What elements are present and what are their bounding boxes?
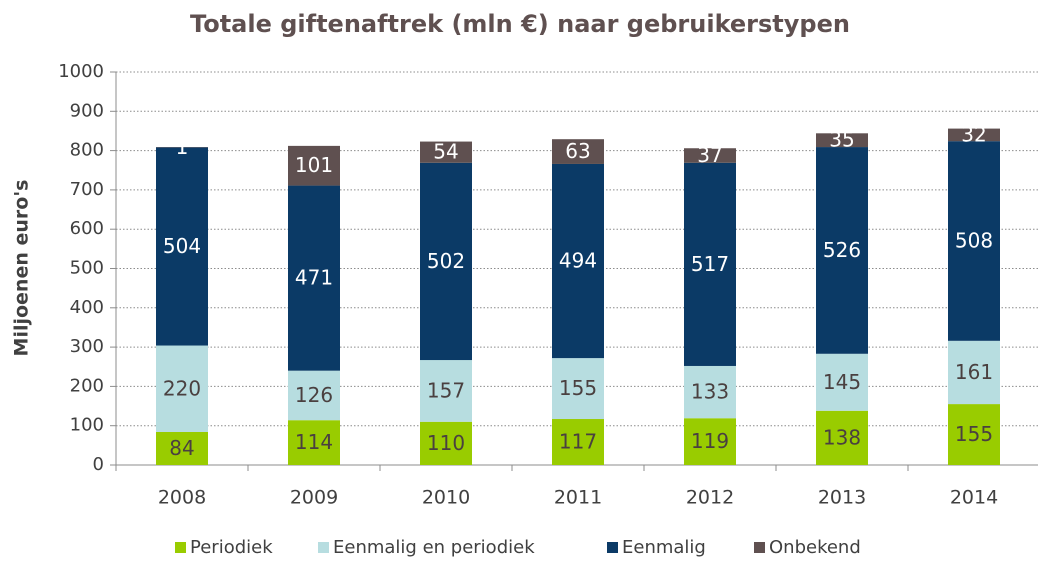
bar-segment [816, 133, 868, 148]
data-label: 471 [295, 266, 333, 290]
bar-segment [948, 128, 1000, 142]
bar-segment [684, 418, 736, 465]
data-label: 133 [691, 380, 729, 404]
y-tick-label: 300 [70, 336, 104, 357]
data-label: 1 [176, 135, 189, 159]
data-label: 157 [427, 378, 465, 402]
bar-segment [420, 360, 472, 422]
bar-segment [948, 141, 1000, 341]
bar-segment [288, 370, 340, 421]
bar-segment [288, 145, 340, 186]
bar-segment [816, 147, 868, 354]
x-tick-label: 2012 [686, 487, 734, 509]
data-label: 37 [697, 143, 722, 167]
y-tick-label: 0 [93, 454, 104, 475]
data-label: 145 [823, 370, 861, 394]
data-label: 494 [559, 249, 597, 273]
y-tick-label: 900 [70, 100, 104, 121]
bar-segment [156, 345, 208, 432]
bar-segment [684, 162, 736, 366]
data-label: 35 [829, 128, 854, 152]
bar-segment [816, 353, 868, 411]
data-label: 155 [955, 422, 993, 446]
bar-segment [156, 147, 208, 346]
y-tick-label: 600 [70, 218, 104, 239]
legend-swatch [175, 542, 186, 553]
bar-segment [420, 421, 472, 465]
x-tick-label: 2008 [158, 487, 206, 509]
y-tick-label: 400 [70, 297, 104, 318]
x-tick-label: 2010 [422, 487, 470, 509]
x-tick-label: 2009 [290, 487, 338, 509]
data-label: 126 [295, 383, 333, 407]
data-label: 84 [169, 436, 194, 460]
y-axis-label: Miljoenen euro's [11, 180, 33, 357]
y-tick-label: 800 [70, 140, 104, 161]
data-label: 517 [691, 252, 729, 276]
bar-segment [684, 148, 736, 163]
bar-segment [420, 141, 472, 163]
bar-segment [156, 431, 208, 465]
x-tick-label: 2014 [950, 487, 998, 509]
y-tick-label: 200 [70, 375, 104, 396]
bar-segment [552, 358, 604, 420]
bar-segment [552, 163, 604, 359]
bar-segment [288, 185, 340, 371]
bar-segment [948, 404, 1000, 465]
data-label: 54 [433, 140, 458, 164]
data-label: 110 [427, 431, 465, 455]
y-tick-label: 100 [70, 415, 104, 436]
y-tick-label: 1000 [58, 61, 104, 82]
data-label: 138 [823, 425, 861, 449]
data-label: 504 [163, 234, 201, 258]
y-tick-label: 700 [70, 179, 104, 200]
data-label: 117 [559, 430, 597, 454]
bar-segment [420, 162, 472, 361]
data-label: 101 [295, 153, 333, 177]
legend-swatch [318, 542, 329, 553]
data-label: 161 [955, 360, 993, 384]
data-label: 32 [961, 122, 986, 146]
legend-label: Periodiek [190, 537, 273, 558]
x-tick-label: 2011 [554, 487, 602, 509]
bar-segment [816, 410, 868, 465]
legend-label: Eenmalig en periodiek [333, 537, 535, 558]
y-tick-label: 500 [70, 258, 104, 279]
legend-label: Eenmalig [622, 537, 706, 558]
chart-title: Totale giftenaftrek (mln €) naar gebruik… [190, 10, 850, 38]
bar-segment [948, 340, 1000, 405]
bar-segment [684, 365, 736, 419]
data-label: 508 [955, 228, 993, 252]
legend-label: Onbekend [769, 537, 861, 558]
data-label: 526 [823, 238, 861, 262]
legend-swatch [754, 542, 765, 553]
x-tick-label: 2013 [818, 487, 866, 509]
bar-segment [552, 139, 604, 164]
data-label: 155 [559, 376, 597, 400]
data-label: 114 [295, 430, 333, 454]
bar-segment [288, 420, 340, 465]
data-label: 119 [691, 429, 729, 453]
data-label: 220 [163, 376, 201, 400]
legend-swatch [607, 542, 618, 553]
data-label: 502 [427, 249, 465, 273]
bar-segment [552, 419, 604, 465]
data-label: 63 [565, 139, 590, 163]
